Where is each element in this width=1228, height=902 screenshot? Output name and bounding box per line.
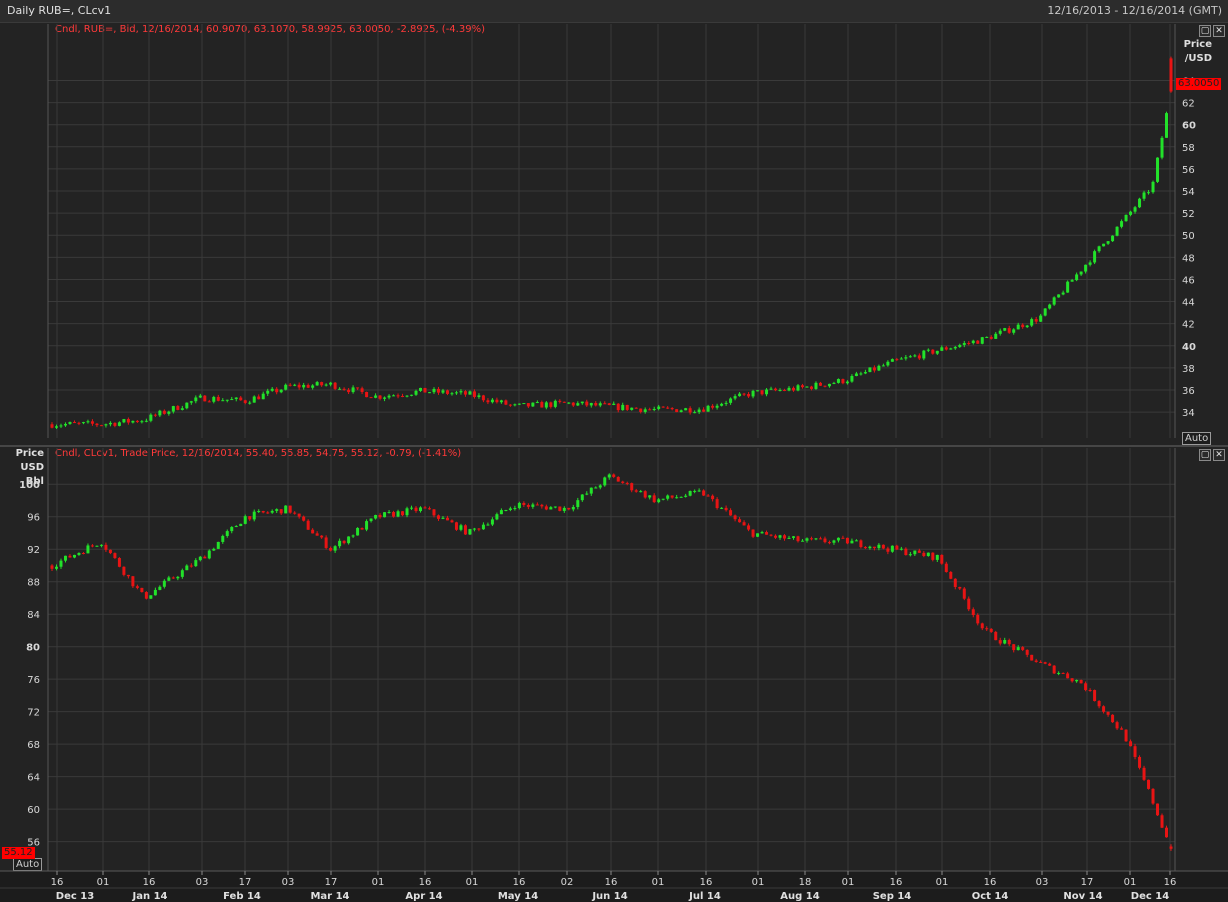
x-tick-label: 17 [325,877,338,888]
window-titlebar: Daily RUB=, CLcv1 12/16/2013 - 12/16/201… [0,0,1228,23]
oil-axis-title-line2: USD [20,462,44,473]
x-tick-label: 16 [513,877,526,888]
x-month-label: Feb 14 [223,891,261,902]
rub-axis-title-line1: Price [1183,39,1212,50]
x-axis-background [0,871,1228,902]
x-tick-label: 01 [652,877,665,888]
x-tick-label: 01 [97,877,110,888]
x-tick-label: 01 [466,877,479,888]
rub-legend: Cndl, RUB=, Bid, 12/16/2014, 60.9070, 63… [55,24,485,35]
rub-axis-title-line2: /USD [1184,53,1212,64]
x-month-label: Mar 14 [310,891,349,902]
oil-auto-scale-button[interactable]: Auto [13,858,43,871]
x-month-label: Sep 14 [873,891,912,902]
x-month-label: Aug 14 [780,891,819,902]
x-month-label: Apr 14 [405,891,442,902]
x-tick-label: 16 [605,877,618,888]
x-tick-label: 18 [799,877,812,888]
restore-icon[interactable]: ▢ [1199,25,1211,37]
oil-legend: Cndl, CLcv1, Trade Price, 12/16/2014, 55… [55,448,462,459]
oil-axis-title-line1: Price [15,448,44,459]
x-month-label: Jan 14 [132,891,168,902]
x-tick-label: 16 [51,877,64,888]
x-month-label: Dec 14 [1131,891,1169,902]
x-tick-label: 01 [1124,877,1137,888]
close-icon[interactable]: ✕ [1213,25,1225,37]
x-tick-label: 01 [372,877,385,888]
x-tick-label: 16 [143,877,156,888]
rub-auto-scale-button[interactable]: Auto [1182,432,1212,445]
x-month-label: May 14 [498,891,538,902]
rub-last-price-tag: 63.0050 [1176,78,1222,90]
x-tick-label: 02 [561,877,574,888]
x-tick-label: 16 [890,877,903,888]
x-tick-label: 17 [1081,877,1094,888]
x-tick-label: 01 [936,877,949,888]
close-icon[interactable]: ✕ [1213,449,1225,461]
oil-chart-pane: Cndl, CLcv1, Trade Price, 12/16/2014, 55… [0,447,1228,871]
x-tick-label: 01 [842,877,855,888]
x-tick-label: 03 [282,877,295,888]
x-tick-label: 17 [239,877,252,888]
rub-chart-pane: Cndl, RUB=, Bid, 12/16/2014, 60.9070, 63… [0,23,1228,447]
rub-axis-title: Price /USD [1178,38,1212,66]
x-month-label: Dec 13 [56,891,94,902]
x-month-label: Oct 14 [972,891,1009,902]
x-axis: 16 01 16 03 17 03 17 01 16 01 16 02 16 01 16 01 18 01 16 01… [0,870,1228,902]
x-tick-label: 16 [700,877,713,888]
window-title: Daily RUB=, CLcv1 [7,4,112,17]
x-tick-label: 16 [1164,877,1177,888]
x-tick-label: 01 [752,877,765,888]
oil-axis-title: Price USD Bbl [6,447,44,489]
x-tick-label: 16 [984,877,997,888]
x-month-label: Jul 14 [688,891,721,902]
oil-last-price-tag: 55.12 [2,847,35,859]
x-tick-label: 03 [196,877,209,888]
x-month-label: Nov 14 [1063,891,1102,902]
x-tick-label: 16 [419,877,432,888]
x-month-label: Jun 14 [591,891,627,902]
oil-axis-title-line3: Bbl [25,476,44,487]
restore-icon[interactable]: ▢ [1199,449,1211,461]
date-range: 12/16/2013 - 12/16/2014 (GMT) [1047,4,1222,17]
x-tick-label: 03 [1036,877,1049,888]
